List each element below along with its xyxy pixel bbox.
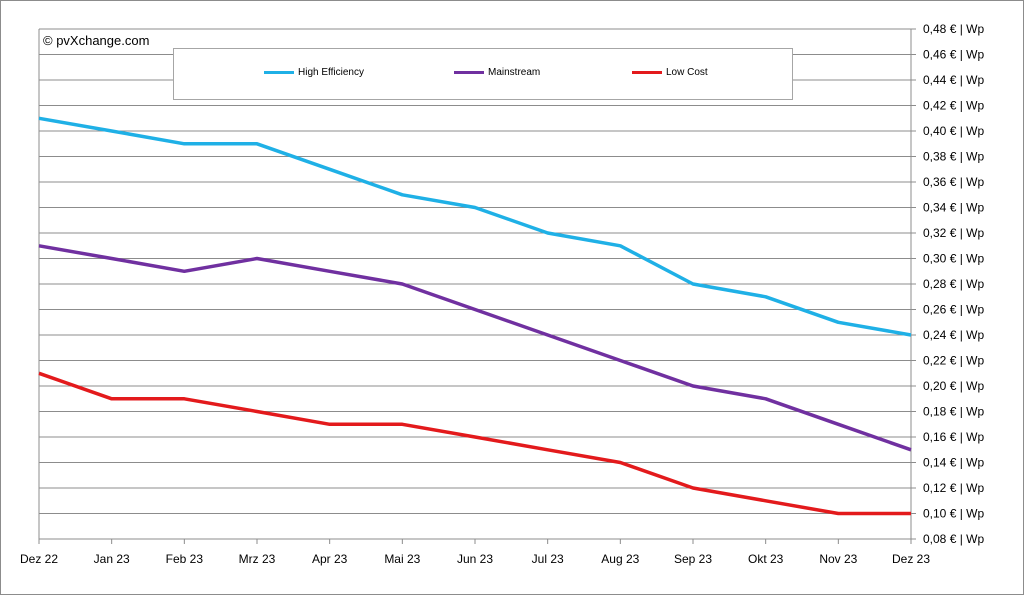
series-line-mainstream xyxy=(38,244,912,452)
legend-item-high-efficiency: High Efficiency xyxy=(264,67,364,78)
x-tick-label: Sep 23 xyxy=(674,552,712,566)
x-tick-label: Feb 23 xyxy=(166,552,204,566)
x-axis: Dez 22 Jan 23 Feb 23 Mrz 23 Apr 23 Mai 23 Jun … xyxy=(20,539,930,566)
x-tick-label: Nov 23 xyxy=(819,552,857,566)
x-tick-label: Dez 22 xyxy=(20,552,58,566)
y-tick-label: 0,10 € | Wp xyxy=(923,507,984,521)
legend-swatch-low-cost xyxy=(632,71,662,74)
y-tick-label: 0,30 € | Wp xyxy=(923,252,984,266)
y-tick-label: 0,14 € | Wp xyxy=(923,456,984,470)
y-tick-label: 0,08 € | Wp xyxy=(923,532,984,546)
y-tick-label: 0,18 € | Wp xyxy=(923,405,984,419)
y-tick-label: 0,22 € | Wp xyxy=(923,354,984,368)
legend-label-mainstream: Mainstream xyxy=(488,67,541,78)
y-tick-label: 0,12 € | Wp xyxy=(923,481,984,495)
x-tick-label: Jan 23 xyxy=(94,552,130,566)
y-axis: 0,48 € | Wp 0,46 € | Wp 0,44 € | Wp 0,42 € … xyxy=(910,22,984,546)
series-lines xyxy=(38,116,912,516)
y-tick-label: 0,40 € | Wp xyxy=(923,124,984,138)
x-tick-label: Okt 23 xyxy=(748,552,784,566)
y-tick-label: 0,28 € | Wp xyxy=(923,277,984,291)
y-tick-label: 0,38 € | Wp xyxy=(923,150,984,164)
x-tick-label: Apr 23 xyxy=(312,552,348,566)
x-tick-label: Aug 23 xyxy=(601,552,639,566)
legend-swatch-mainstream xyxy=(454,71,484,74)
y-tick-label: 0,44 € | Wp xyxy=(923,73,984,87)
series-line-high-efficiency xyxy=(38,116,912,337)
y-tick-label: 0,46 € | Wp xyxy=(923,48,984,62)
legend-swatch-high-efficiency xyxy=(264,71,294,74)
y-tick-label: 0,20 € | Wp xyxy=(923,379,984,393)
copyright-text: © pvXchange.com xyxy=(43,33,150,48)
legend-item-low-cost: Low Cost xyxy=(632,67,708,78)
y-tick-label: 0,48 € | Wp xyxy=(923,22,984,36)
y-tick-label: 0,32 € | Wp xyxy=(923,226,984,240)
legend-label-high-efficiency: High Efficiency xyxy=(298,67,364,78)
legend: High Efficiency Mainstream Low Cost xyxy=(173,48,793,100)
y-tick-label: 0,42 € | Wp xyxy=(923,99,984,113)
x-tick-label: Dez 23 xyxy=(892,552,930,566)
legend-item-mainstream: Mainstream xyxy=(454,67,540,78)
x-tick-label: Mai 23 xyxy=(384,552,420,566)
y-tick-label: 0,34 € | Wp xyxy=(923,201,984,215)
y-tick-label: 0,16 € | Wp xyxy=(923,430,984,444)
series-line-low-cost xyxy=(38,371,911,516)
x-tick-label: Jun 23 xyxy=(457,552,493,566)
gridlines xyxy=(38,28,911,540)
x-tick-label: Mrz 23 xyxy=(239,552,276,566)
x-tick-label: Jul 23 xyxy=(532,552,564,566)
legend-label-low-cost: Low Cost xyxy=(666,67,708,78)
y-tick-label: 0,24 € | Wp xyxy=(923,328,984,342)
y-tick-label: 0,36 € | Wp xyxy=(923,175,984,189)
y-tick-label: 0,26 € | Wp xyxy=(923,303,984,317)
